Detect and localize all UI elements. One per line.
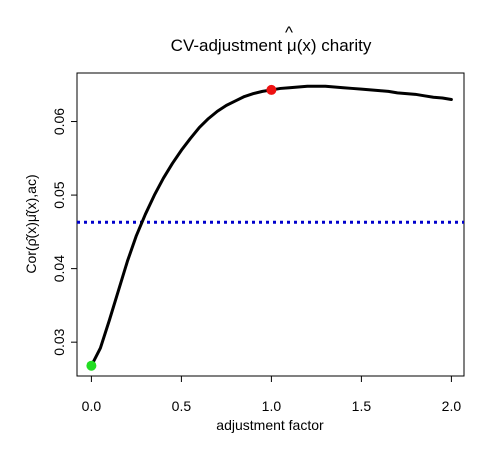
x-tick-label: 0.0 [82, 398, 102, 414]
y-tick-label: 0.06 [51, 108, 67, 135]
x-axis-label: adjustment factor [216, 417, 324, 433]
y-tick-label: 0.04 [51, 255, 67, 282]
y-tick-label: 0.03 [51, 328, 67, 355]
chart-title: CV-adjustment μ(x) charity [171, 36, 372, 55]
x-axis: 0.0 0.5 1.0 1.5 2.0 [82, 376, 462, 414]
y-tick-label: 0.05 [51, 181, 67, 208]
x-tick-label: 1.5 [352, 398, 372, 414]
y-axis-label: Cor(ρ̂(x)μ̂(x),ac) [23, 174, 39, 273]
y-axis: 0.03 0.04 0.05 0.06 [51, 108, 77, 356]
chart-title-hat-mark: ^ [285, 23, 293, 42]
x-tick-label: 0.5 [172, 398, 192, 414]
highlight-points [86, 84, 277, 371]
plot-frame [76, 72, 465, 377]
x-tick-label: 1.0 [262, 398, 282, 414]
highlight-point [266, 84, 277, 95]
highlight-point [86, 360, 97, 371]
x-tick-label: 2.0 [442, 398, 462, 414]
